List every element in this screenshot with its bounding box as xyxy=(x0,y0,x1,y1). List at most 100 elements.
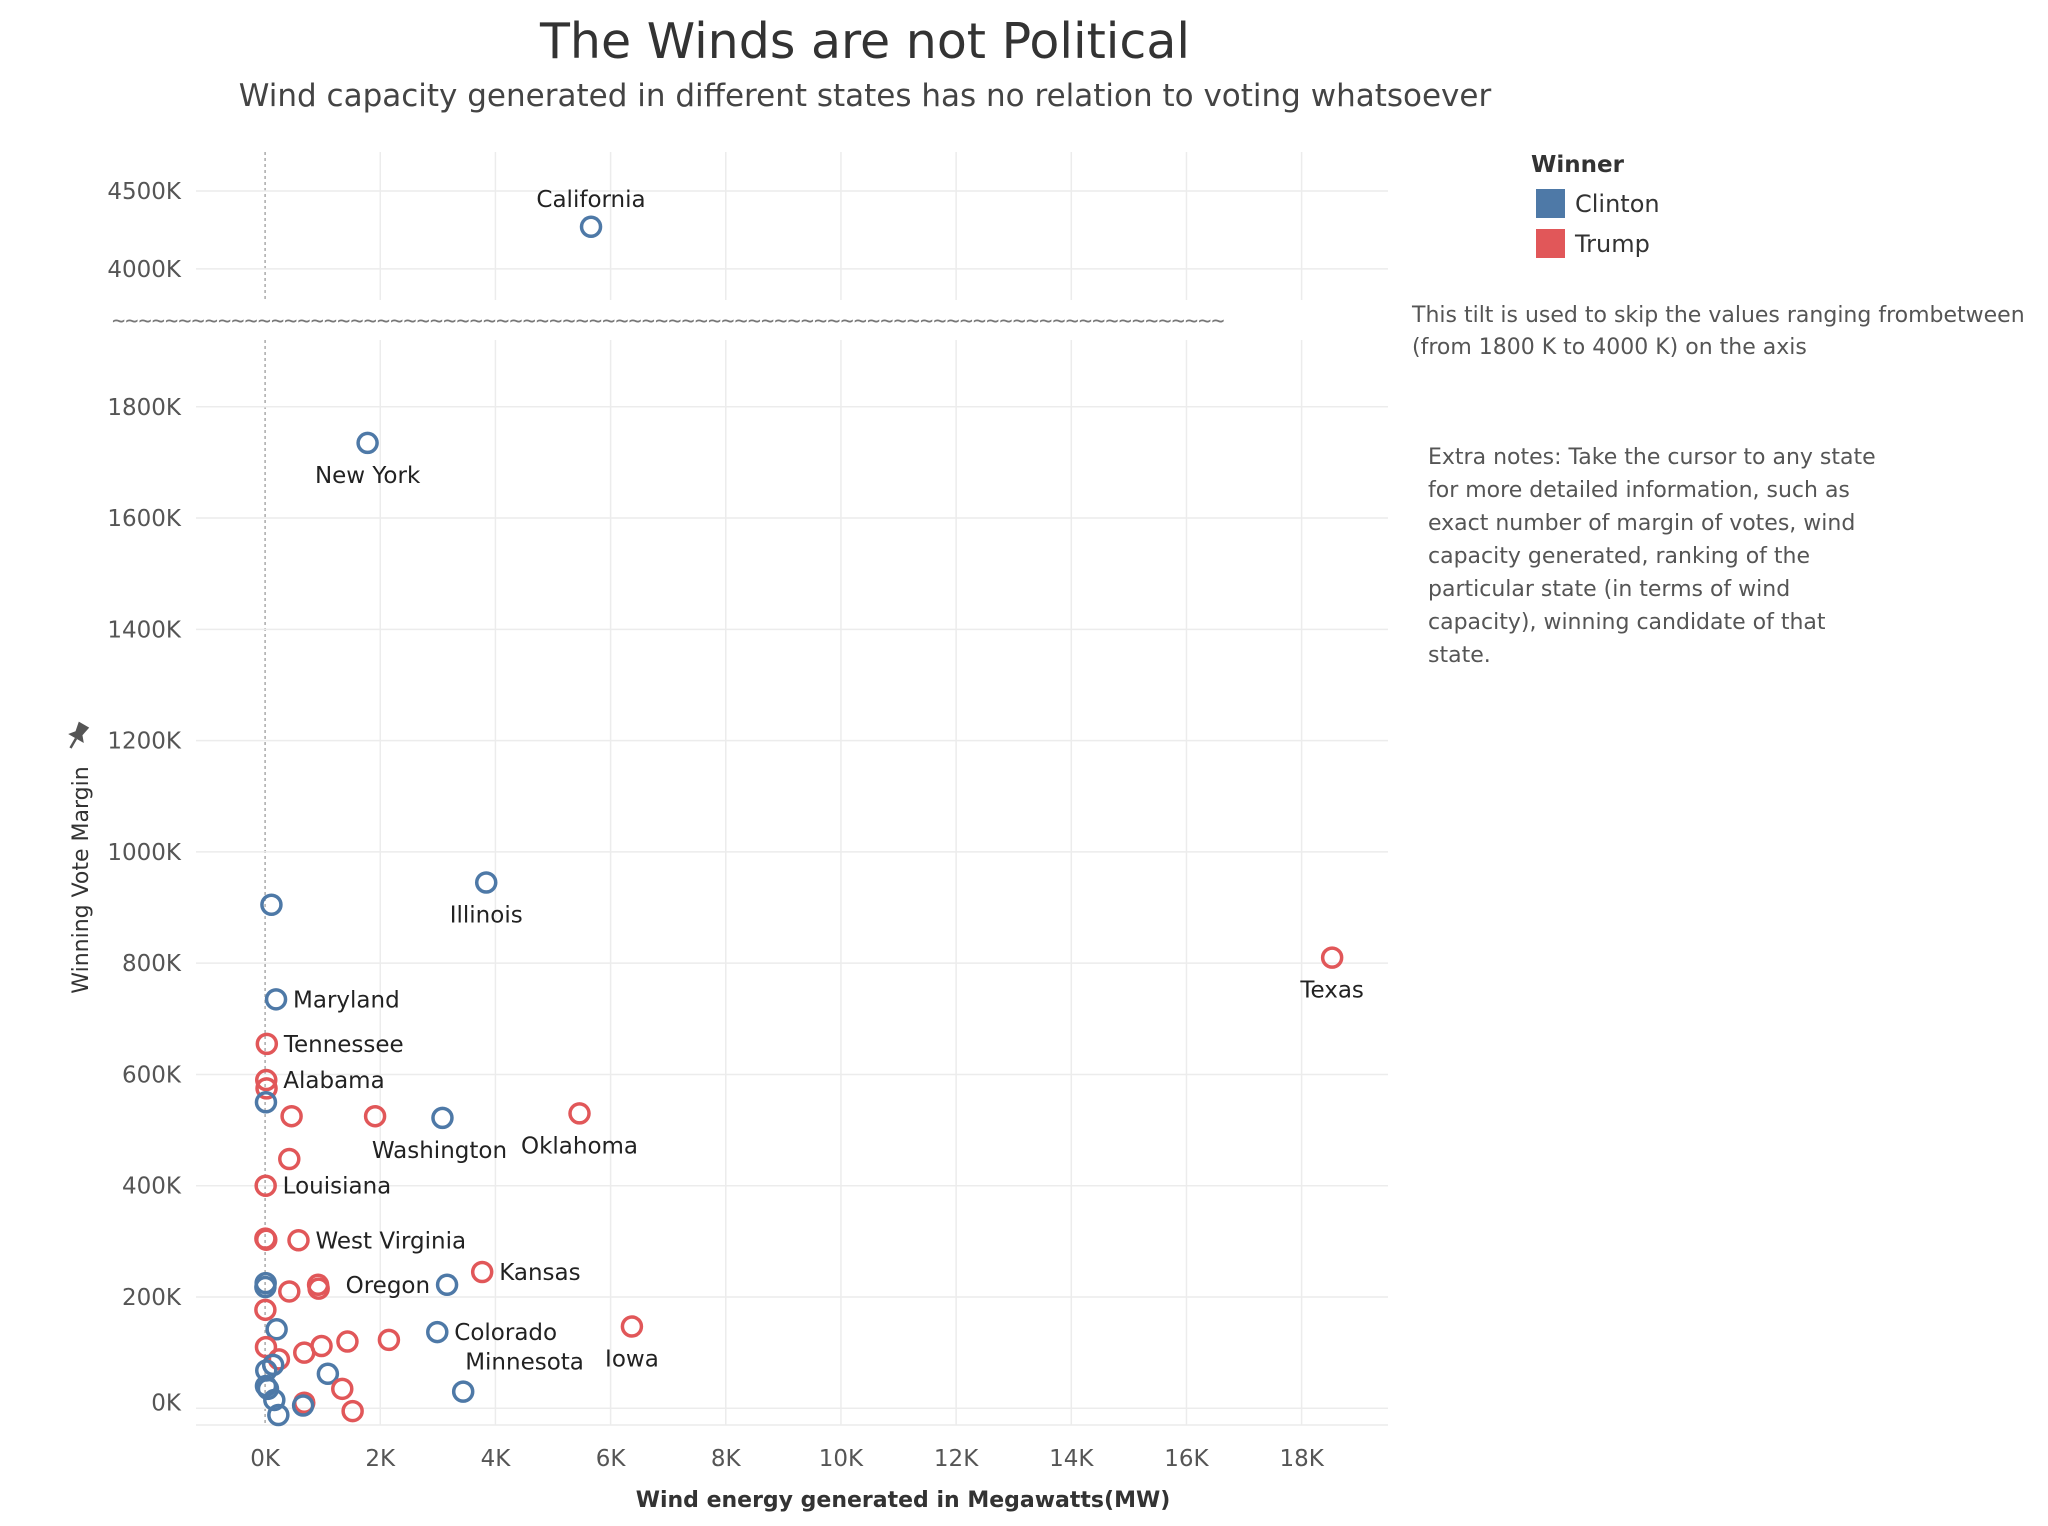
data-point-clinton[interactable] xyxy=(291,1394,315,1417)
y-tick-label: 200K xyxy=(122,1285,182,1311)
data-point-trump[interactable] xyxy=(255,1032,279,1056)
data-point-trump[interactable] xyxy=(336,1330,359,1353)
point-label: Iowa xyxy=(605,1347,659,1373)
point-label: Louisiana xyxy=(283,1174,392,1200)
tilt-note: This tilt is used to skip the values ran… xyxy=(1411,303,2025,360)
data-point-trump[interactable] xyxy=(341,1399,364,1423)
point-label: West Virginia xyxy=(316,1228,467,1254)
point-label: Oregon xyxy=(346,1273,430,1299)
grid-lines xyxy=(196,152,1388,1426)
point-label: Illinois xyxy=(450,903,523,929)
point-label: Washington xyxy=(372,1138,507,1164)
data-point-trump[interactable] xyxy=(1320,946,1344,969)
data-point-clinton[interactable] xyxy=(264,988,288,1011)
data-point-clinton[interactable] xyxy=(256,1377,280,1401)
point-label: Alabama xyxy=(283,1068,384,1094)
y-tick-label: 600K xyxy=(122,1062,182,1088)
data-point-clinton[interactable] xyxy=(435,1273,459,1297)
data-point-clinton[interactable] xyxy=(451,1380,475,1403)
data-point-clinton[interactable] xyxy=(260,893,283,917)
x-tick-label: 12K xyxy=(934,1446,979,1472)
extra-note-line: exact number of margin of votes, wind xyxy=(1428,511,1855,536)
data-point-trump[interactable] xyxy=(255,1068,278,1092)
legend: Winner Clinton Trump xyxy=(1531,152,1660,258)
point-label: Oklahoma xyxy=(521,1133,638,1159)
data-point-clinton[interactable] xyxy=(263,1388,286,1412)
point-label: Colorado xyxy=(454,1320,557,1346)
point-label: Tennessee xyxy=(283,1032,404,1058)
data-point-clinton[interactable] xyxy=(267,1403,290,1427)
data-point-trump[interactable] xyxy=(377,1328,401,1352)
legend-label-trump[interactable]: Trump xyxy=(1574,230,1650,258)
y-tick-label: 1400K xyxy=(107,617,182,643)
chart-subtitle: Wind capacity generated in different sta… xyxy=(239,78,1492,114)
axis-break-marker: ~~~~~~~~~~~~~~~~~~~~~~~~~~~~~~~~~~~~~~~~… xyxy=(112,309,1225,334)
data-point-trump[interactable] xyxy=(287,1229,310,1252)
y-tick-label: 400K xyxy=(122,1174,182,1200)
data-point-trump[interactable] xyxy=(620,1315,644,1338)
tilt-note-line: (from 1800 K to 4000 K) on the axis xyxy=(1412,335,1807,360)
point-label: Minnesota xyxy=(465,1350,584,1376)
data-point-trump[interactable] xyxy=(255,1077,278,1100)
legend-title: Winner xyxy=(1531,152,1625,178)
data-point-trump[interactable] xyxy=(293,1341,316,1364)
legend-label-clinton[interactable]: Clinton xyxy=(1575,190,1660,218)
data-point-trump[interactable] xyxy=(254,1298,277,1322)
data-point-trump[interactable] xyxy=(254,1174,277,1197)
data-point-trump[interactable] xyxy=(568,1102,591,1125)
point-labels: California New York Illinois Texas Maryland T… xyxy=(283,187,1364,1376)
axes: 0K 2K 4K 6K 8K 10K 12K 14K 16K 18K 4000K 4500K 0K 200… xyxy=(107,179,1324,1472)
point-label: Texas xyxy=(1299,978,1364,1004)
y-tick-label: 1600K xyxy=(107,506,182,532)
extra-note-line: particular state (in terms of wind xyxy=(1428,577,1790,602)
data-point-clinton[interactable] xyxy=(254,1091,278,1114)
point-label: California xyxy=(536,187,645,213)
x-tick-label: 6K xyxy=(596,1446,627,1472)
x-tick-label: 18K xyxy=(1279,1446,1324,1472)
extra-note-line: for more detailed information, such as xyxy=(1428,478,1850,503)
data-point-trump[interactable] xyxy=(267,1348,291,1371)
data-point-trump[interactable] xyxy=(280,1104,303,1128)
data-point-clinton[interactable] xyxy=(474,871,498,894)
y-tick-label: 1200K xyxy=(107,729,182,755)
data-point-clinton[interactable] xyxy=(426,1320,449,1344)
extra-note-line: Extra notes: Take the cursor to any stat… xyxy=(1428,445,1876,470)
chart-title: The Winds are not Political xyxy=(539,13,1190,70)
data-point-clinton[interactable] xyxy=(356,431,379,455)
legend-swatch-clinton[interactable] xyxy=(1536,189,1565,218)
x-tick-label: 14K xyxy=(1049,1446,1094,1472)
data-points[interactable] xyxy=(254,215,1344,1427)
x-tick-label: 16K xyxy=(1164,1446,1209,1472)
extra-note-line: capacity), winning candidate of that xyxy=(1428,610,1826,635)
y-tick-label: 1000K xyxy=(107,840,182,866)
data-point-trump[interactable] xyxy=(470,1260,494,1284)
data-point-trump[interactable] xyxy=(363,1104,387,1128)
pin-icon[interactable] xyxy=(63,720,92,752)
x-tick-label: 4K xyxy=(481,1446,512,1472)
x-axis-title: Wind energy generated in Megawatts(MW) xyxy=(636,1488,1171,1513)
y-tick-label: 1800K xyxy=(107,395,182,421)
data-point-trump[interactable] xyxy=(278,1147,301,1171)
data-point-trump[interactable] xyxy=(331,1377,354,1401)
x-tick-label: 0K xyxy=(250,1446,281,1472)
data-point-clinton[interactable] xyxy=(254,1275,277,1299)
y-axis-title: Winning Vote Margin xyxy=(69,766,94,993)
data-point-clinton[interactable] xyxy=(316,1362,340,1386)
data-point-trump[interactable] xyxy=(255,1228,278,1251)
y-tick-label: 800K xyxy=(122,951,182,977)
data-point-clinton[interactable] xyxy=(431,1106,454,1130)
data-point-trump[interactable] xyxy=(307,1277,330,1300)
extra-note-line: capacity generated, ranking of the xyxy=(1428,544,1810,569)
legend-swatch-trump[interactable] xyxy=(1536,229,1565,258)
data-point-trump[interactable] xyxy=(278,1280,301,1303)
y-tick-label: 0K xyxy=(151,1390,182,1416)
data-point-clinton[interactable] xyxy=(579,215,603,239)
extra-notes: Extra notes: Take the cursor to any stat… xyxy=(1428,445,1876,668)
point-label: Kansas xyxy=(499,1260,580,1286)
x-tick-label: 8K xyxy=(711,1446,742,1472)
data-point-clinton[interactable] xyxy=(265,1318,288,1341)
x-tick-label: 2K xyxy=(365,1446,396,1472)
y-tick-label: 4500K xyxy=(107,179,182,205)
y-tick-label: 4000K xyxy=(107,257,182,283)
